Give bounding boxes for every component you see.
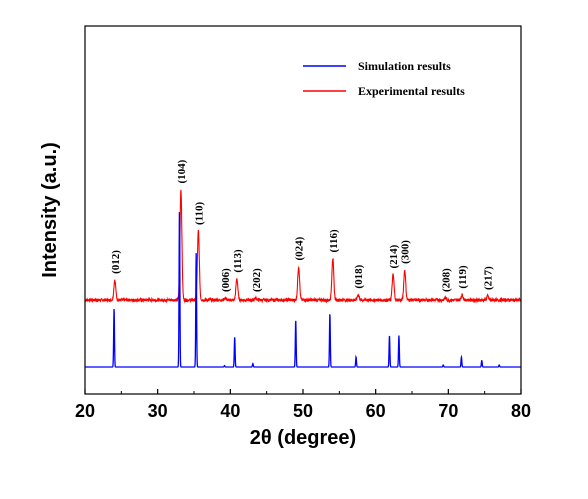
x-axis-title: 2θ (degree)	[250, 427, 356, 449]
peak-label: (018)	[353, 264, 365, 288]
x-tick-label: 70	[438, 401, 458, 421]
peak-label: (214)	[388, 244, 400, 268]
peak-label: (006)	[220, 268, 232, 292]
peak-label: (202)	[251, 268, 263, 292]
peak-label: (012)	[110, 250, 122, 274]
peak-annotations: (012) (104) (110) (006)(113) (202) (024) (116)…	[110, 159, 495, 292]
legend-label-simulation: Simulation results	[358, 59, 451, 73]
peak-label: (300)	[400, 240, 412, 264]
legend-label-experimental: Experimental results	[358, 84, 465, 98]
peak-label: (116)	[328, 229, 340, 253]
peak-label: (024)	[294, 236, 306, 260]
x-tick-label: 40	[220, 401, 240, 421]
x-axis-ticks: 20 30 40 50 60 70 80	[75, 389, 531, 421]
peak-label: (208)	[440, 268, 452, 292]
peak-label: (104)	[176, 159, 188, 183]
x-tick-label: 20	[75, 401, 95, 421]
peak-label: (110)	[193, 201, 205, 225]
y-axis-title: Intensity (a.u.)	[39, 142, 61, 278]
peak-label: (113)	[232, 249, 244, 273]
peak-label: (217)	[483, 266, 495, 290]
peak-label: (119)	[457, 265, 469, 289]
x-tick-label: 60	[366, 401, 386, 421]
x-tick-label: 30	[148, 401, 168, 421]
x-tick-label: 50	[293, 401, 313, 421]
series-group	[84, 189, 522, 368]
x-tick-label: 80	[511, 401, 531, 421]
legend: Simulation results Experimental results	[303, 59, 465, 98]
simulation-series-line	[85, 212, 521, 368]
experimental-series-line	[84, 189, 522, 304]
